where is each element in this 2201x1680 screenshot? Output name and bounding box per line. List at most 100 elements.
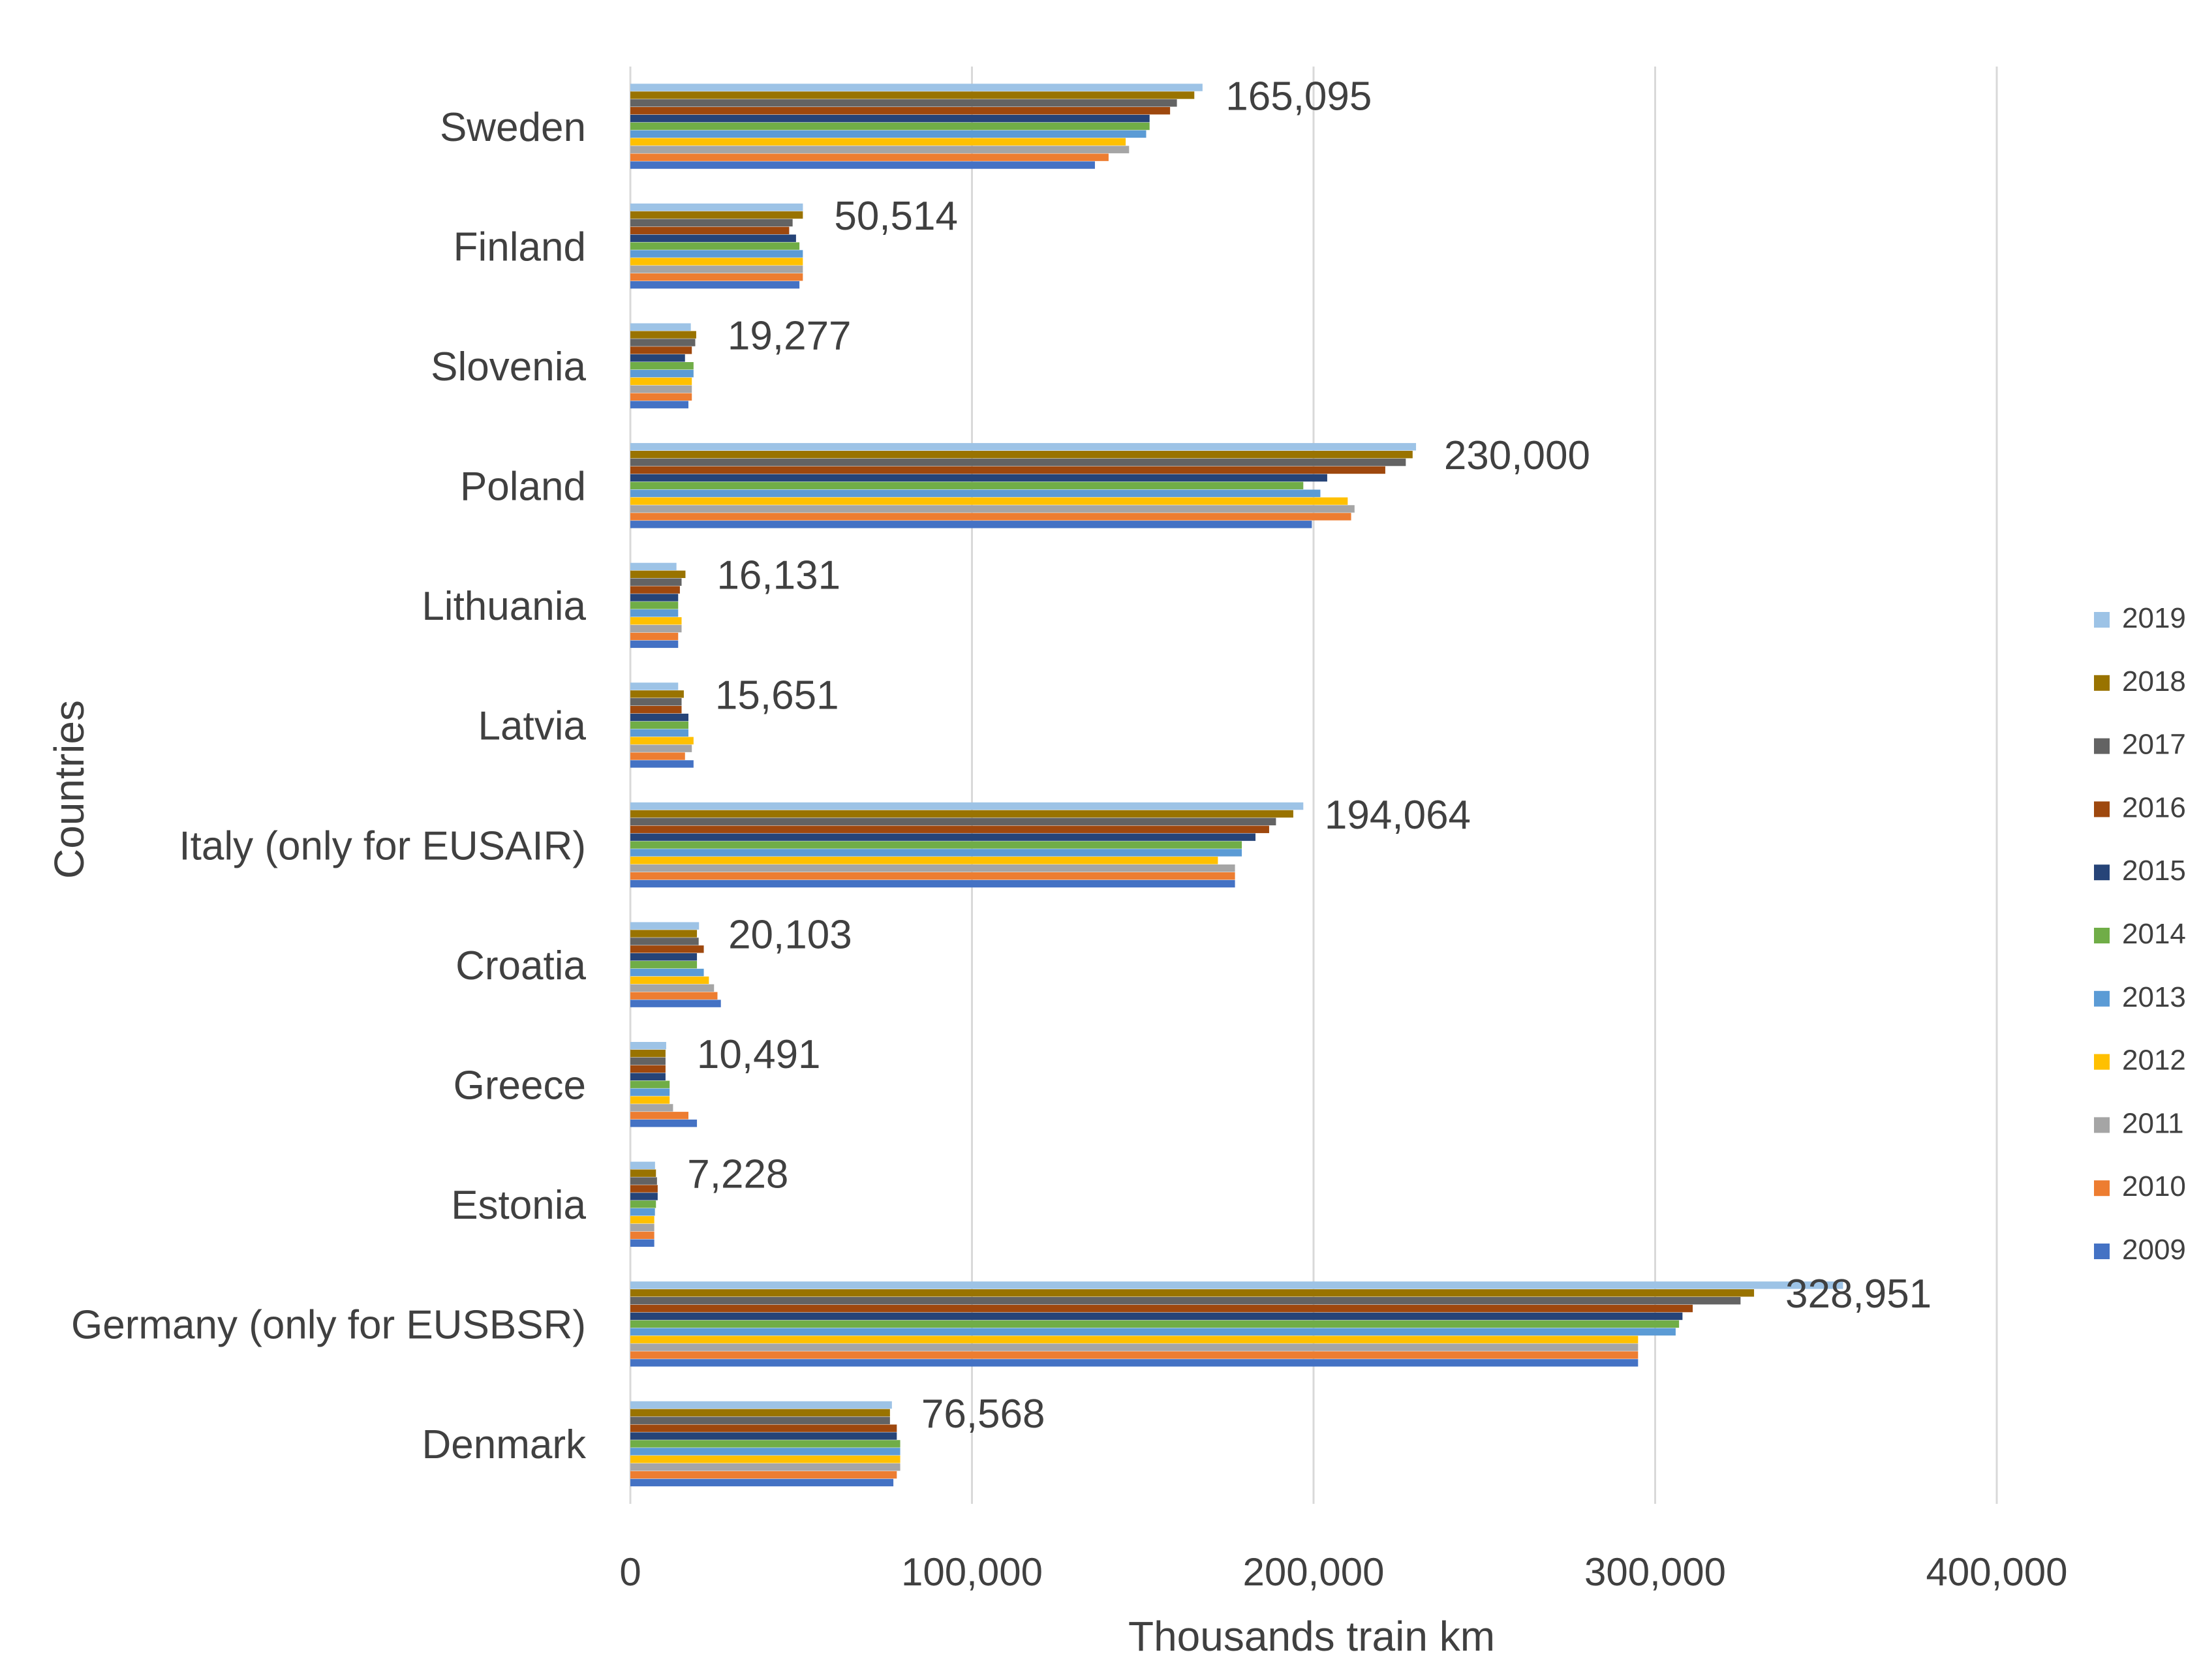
y-tick-label: Germany (only for EUSBSR) <box>71 1303 586 1348</box>
bar <box>630 331 696 339</box>
legend-swatch <box>2094 1117 2110 1133</box>
bar <box>630 1231 654 1240</box>
bar <box>630 1440 900 1448</box>
bar <box>630 825 1269 833</box>
bar <box>630 401 688 408</box>
bar <box>630 354 685 362</box>
bar <box>630 1456 900 1463</box>
data-label: 230,000 <box>1444 433 1590 478</box>
bar <box>630 362 694 370</box>
x-tick-label: 0 <box>619 1550 641 1594</box>
bar <box>630 521 1312 528</box>
legend-label: 2016 <box>2122 791 2186 823</box>
bar <box>630 586 680 594</box>
bar <box>630 1312 1683 1321</box>
bar <box>630 84 1203 91</box>
bar <box>630 161 1095 169</box>
bar <box>630 1359 1639 1367</box>
bar <box>630 203 803 211</box>
bar <box>630 474 1327 482</box>
data-label: 19,277 <box>728 314 852 359</box>
y-tick-label: Finland <box>454 224 586 269</box>
bar <box>630 1336 1639 1343</box>
bar <box>630 1463 900 1471</box>
bar <box>630 640 679 649</box>
gridlines <box>629 67 1998 1504</box>
y-tick-label: Italy (only for EUSAIR) <box>179 823 586 868</box>
bar <box>630 122 1150 130</box>
data-label: 328,951 <box>1785 1272 1932 1317</box>
bar <box>630 258 803 266</box>
bar <box>630 1401 892 1409</box>
bar <box>630 497 1348 505</box>
data-label: 50,514 <box>834 194 958 239</box>
bar <box>630 1409 890 1417</box>
legend-swatch <box>2094 1244 2110 1259</box>
bar <box>630 234 796 242</box>
bar <box>630 1478 894 1487</box>
data-label: 10,491 <box>697 1032 821 1077</box>
bar <box>630 1065 666 1073</box>
bar <box>630 1208 655 1216</box>
bar <box>630 922 700 930</box>
bar <box>630 744 692 752</box>
bar <box>630 1416 890 1424</box>
bar <box>630 682 679 690</box>
bar <box>630 323 691 331</box>
bar <box>630 1000 721 1007</box>
bar <box>630 226 790 235</box>
data-labels: 165,095 50,514 19,277 230,000 16,131 15,651 19… <box>687 74 1932 1436</box>
bar <box>630 385 692 393</box>
data-label: 15,651 <box>715 673 839 718</box>
legend-label: 2012 <box>2122 1045 2186 1077</box>
bar <box>630 91 1195 99</box>
legend-swatch <box>2094 675 2110 691</box>
y-tick-label: Greece <box>454 1063 586 1108</box>
bar <box>630 145 1130 153</box>
legend-label: 2010 <box>2122 1170 2186 1202</box>
bar <box>630 346 692 354</box>
bar <box>630 138 1126 146</box>
bar <box>630 250 803 258</box>
bar <box>630 1161 655 1169</box>
bar <box>630 1080 670 1088</box>
bar <box>630 698 682 706</box>
data-label: 76,568 <box>921 1392 1045 1437</box>
bar <box>630 1215 654 1224</box>
bar <box>630 984 715 992</box>
bar <box>630 1304 1693 1313</box>
legend-label: 2009 <box>2122 1234 2186 1266</box>
bar <box>630 1096 670 1104</box>
bar <box>630 1042 666 1050</box>
bar <box>630 705 682 714</box>
bar <box>630 802 1304 810</box>
bar <box>630 617 682 625</box>
bar <box>630 99 1177 107</box>
bar <box>630 369 694 378</box>
bar <box>630 1120 698 1127</box>
bar <box>630 953 698 961</box>
legend-swatch <box>2094 1054 2110 1070</box>
data-label: 16,131 <box>716 553 840 598</box>
bar <box>630 1296 1741 1305</box>
bar <box>630 1239 654 1247</box>
bar <box>630 609 679 617</box>
data-label: 165,095 <box>1225 74 1372 119</box>
bar <box>630 273 803 281</box>
data-label: 194,064 <box>1325 793 1471 838</box>
bar <box>630 570 686 578</box>
bar <box>630 443 1417 451</box>
y-tick-label: Croatia <box>455 943 586 988</box>
y-axis: Sweden Finland Slovenia Poland Lithuania Latv… <box>71 105 587 1467</box>
x-axis-title: Thousands train km <box>1128 1613 1495 1660</box>
bar <box>630 602 679 609</box>
legend-swatch <box>2094 1180 2110 1197</box>
legend-swatch <box>2094 990 2110 1007</box>
bar <box>630 242 800 250</box>
legend-swatch <box>2094 864 2110 881</box>
bar <box>630 1104 673 1112</box>
x-tick-label: 200,000 <box>1243 1550 1385 1594</box>
bar <box>630 562 677 571</box>
bar <box>630 1351 1639 1359</box>
bar <box>630 1193 658 1200</box>
